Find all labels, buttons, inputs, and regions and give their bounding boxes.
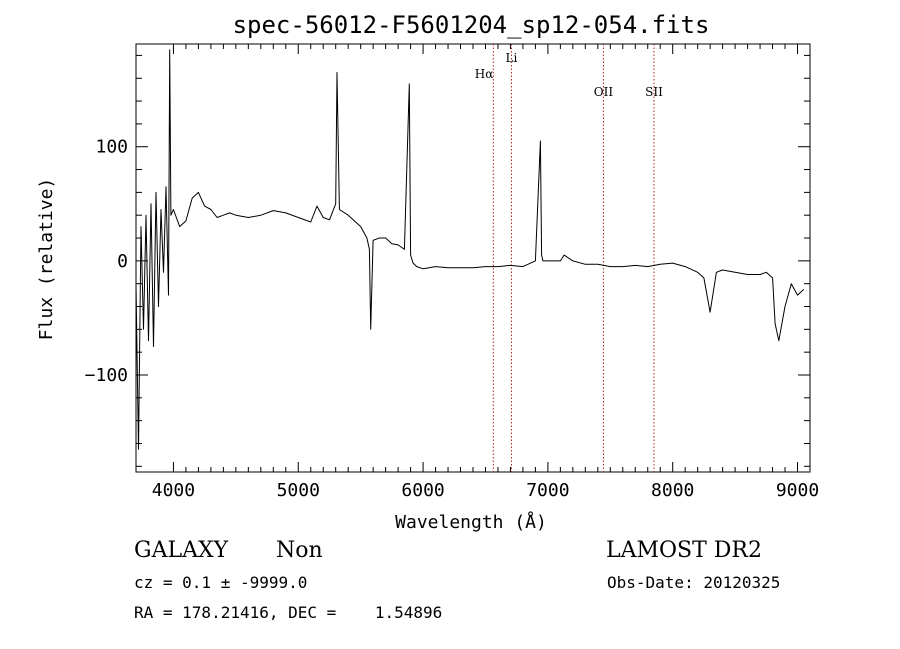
marker-label-3: SII [645, 85, 663, 99]
marker-label-0: Hα [475, 67, 494, 81]
x-tick-label-5: 9000 [776, 480, 819, 501]
spectrum-layer [135, 49, 805, 450]
x-tick-label-4: 8000 [651, 480, 694, 501]
marker-label-1: Li [506, 51, 518, 65]
x-tick-label-0: 4000 [152, 480, 195, 501]
x-tick-label-1: 5000 [277, 480, 320, 501]
redshift-line: cz = 0.1 ± -9999.0 [134, 573, 308, 592]
marker-label-2: OII [594, 85, 614, 99]
line-markers: Hα Li OII SII [475, 44, 663, 472]
y-tick-label-0: −100 [85, 365, 128, 386]
plot-frame [135, 43, 811, 473]
x-axis-label: Wavelength (Å) [395, 511, 547, 533]
chart-title: spec-56012-F5601204_sp12-054.fits [233, 11, 710, 39]
y-axis-label: Flux (relative) [36, 178, 57, 341]
x-tick-label-2: 6000 [401, 480, 444, 501]
spectrum-line [135, 49, 805, 450]
object-subclass: Non [276, 538, 323, 563]
survey-name: LAMOST DR2 [606, 538, 762, 563]
y-tick-label-2: 100 [95, 137, 128, 158]
observation-date: Obs-Date: 20120325 [607, 573, 781, 592]
coordinates-line: RA = 178.21416, DEC = 1.54896 [134, 603, 443, 622]
axis-ticks: 4000 5000 6000 7000 8000 9000 −100 0 100 [85, 44, 819, 501]
x-tick-label-3: 7000 [526, 480, 569, 501]
object-class: GALAXY [134, 538, 229, 563]
y-tick-label-1: 0 [117, 251, 128, 272]
